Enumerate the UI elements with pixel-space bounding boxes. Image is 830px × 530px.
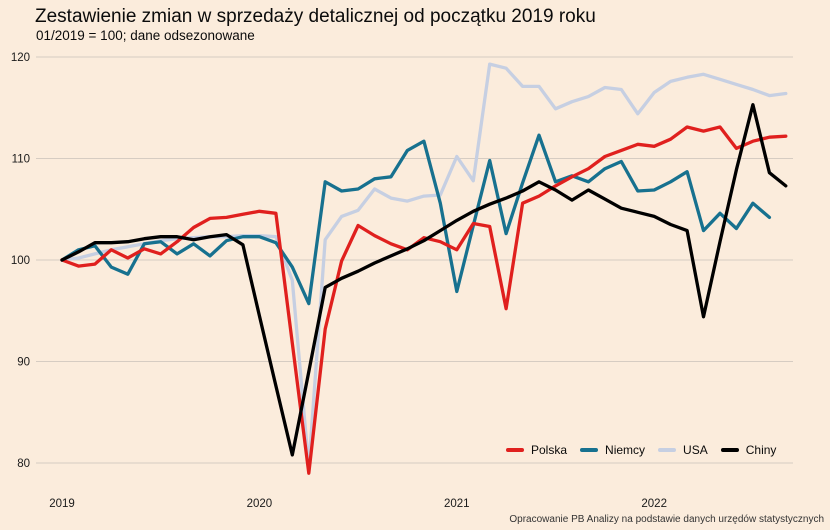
legend-item-usa: USA — [658, 443, 708, 457]
legend-item-niemcy: Niemcy — [580, 443, 645, 457]
y-axis-tick-100: 100 — [11, 255, 30, 267]
x-axis-tick-2020: 2020 — [247, 498, 273, 510]
legend-swatch-niemcy — [580, 448, 599, 452]
x-axis-tick-2021: 2021 — [444, 498, 470, 510]
y-axis-tick-110: 110 — [12, 154, 30, 166]
source-note: Opracowanie PB Analizy na podstawie dany… — [509, 514, 824, 525]
y-axis-tick-80: 80 — [17, 458, 30, 470]
x-axis-tick-2022: 2022 — [641, 498, 667, 510]
series-line-usa — [60, 62, 788, 469]
legend-swatch-chiny — [720, 448, 739, 452]
legend-label-chiny: Chiny — [745, 443, 777, 457]
series-line-chiny — [60, 103, 788, 457]
legend-swatch-polska — [506, 448, 524, 452]
legend-label-polska: Polska — [531, 443, 568, 457]
legend-label-usa: USA — [683, 443, 708, 457]
y-axis-tick-90: 90 — [17, 357, 30, 369]
chart-subtitle: 01/2019 = 100; dane odsezonowane — [36, 28, 255, 43]
y-axis-tick-120: 120 — [11, 52, 30, 64]
series-line-niemcy — [60, 133, 772, 306]
legend-swatch-usa — [658, 448, 677, 452]
legend-item-polska: Polska — [506, 443, 567, 457]
x-axis-tick-2019: 2019 — [49, 498, 75, 510]
chart-legend: Polska Niemcy USA Chiny — [506, 443, 776, 457]
legend-item-chiny: Chiny — [720, 443, 777, 457]
chart-title: Zestawienie zmian w sprzedaży detaliczne… — [35, 6, 596, 27]
legend-label-niemcy: Niemcy — [605, 443, 646, 457]
